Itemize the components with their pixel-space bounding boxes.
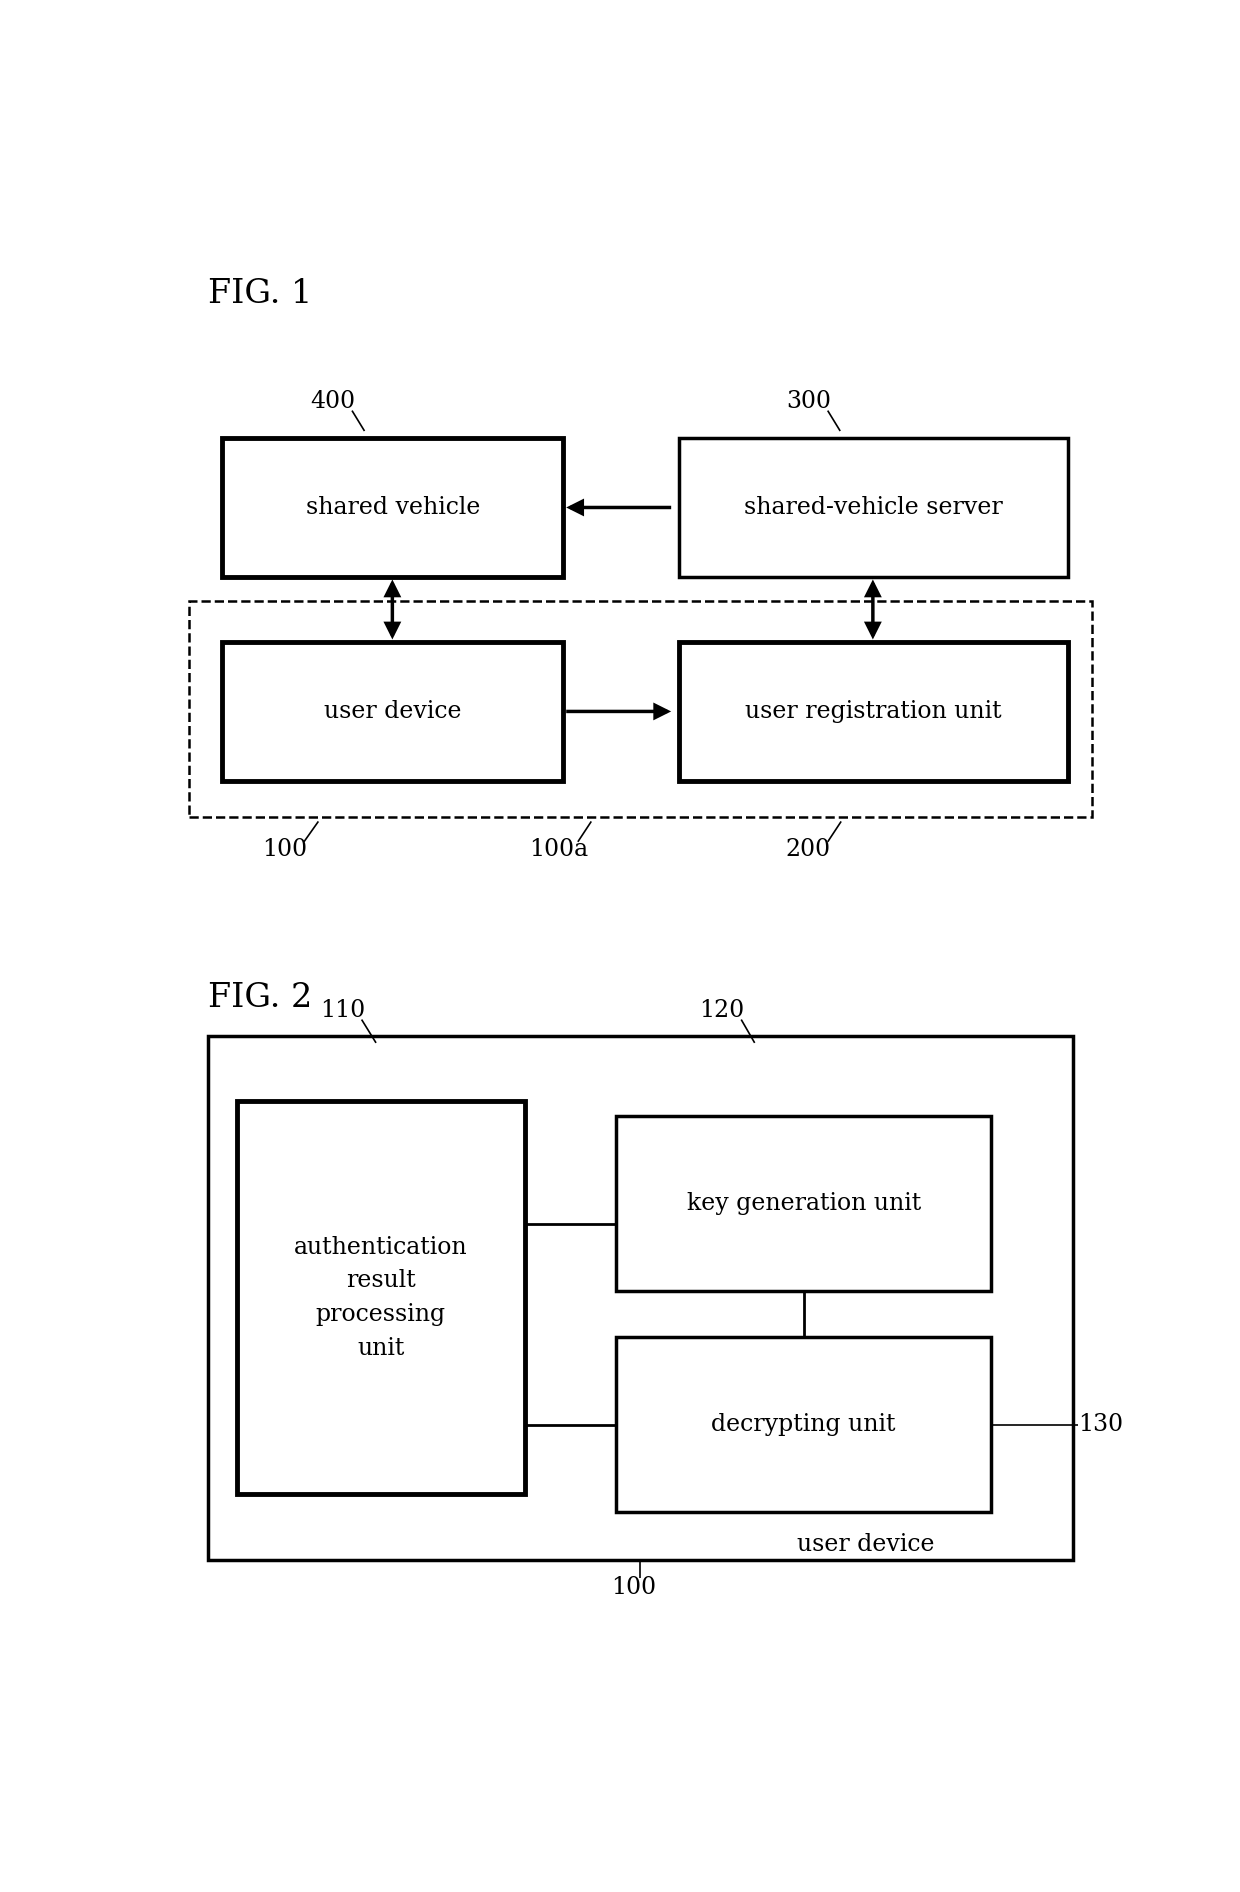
Text: 200: 200 bbox=[786, 838, 831, 861]
Bar bbox=[616, 1116, 991, 1290]
Text: 100a: 100a bbox=[529, 838, 588, 861]
Text: 100: 100 bbox=[611, 1576, 656, 1599]
Text: decrypting unit: decrypting unit bbox=[712, 1413, 897, 1436]
Text: 130: 130 bbox=[1078, 1413, 1123, 1436]
Text: user device: user device bbox=[324, 700, 461, 723]
Bar bbox=[208, 1035, 1073, 1561]
Text: 300: 300 bbox=[786, 390, 831, 412]
Text: 100: 100 bbox=[262, 838, 308, 861]
Bar bbox=[616, 1338, 991, 1512]
Text: key generation unit: key generation unit bbox=[687, 1192, 921, 1215]
Text: authentication
result
processing
unit: authentication result processing unit bbox=[294, 1235, 467, 1360]
Bar bbox=[678, 641, 1068, 781]
Text: FIG. 1: FIG. 1 bbox=[208, 278, 312, 310]
Text: FIG. 2: FIG. 2 bbox=[208, 982, 312, 1014]
Bar bbox=[188, 602, 1092, 817]
Bar bbox=[222, 439, 563, 577]
Bar bbox=[237, 1101, 525, 1495]
Text: user registration unit: user registration unit bbox=[745, 700, 1002, 723]
Bar bbox=[222, 641, 563, 781]
Text: 400: 400 bbox=[310, 390, 356, 412]
Text: user device: user device bbox=[797, 1533, 935, 1555]
Bar bbox=[678, 439, 1068, 577]
Text: 110: 110 bbox=[320, 999, 365, 1022]
Text: shared vehicle: shared vehicle bbox=[305, 496, 480, 518]
Text: 120: 120 bbox=[699, 999, 744, 1022]
Text: shared-vehicle server: shared-vehicle server bbox=[744, 496, 1003, 518]
